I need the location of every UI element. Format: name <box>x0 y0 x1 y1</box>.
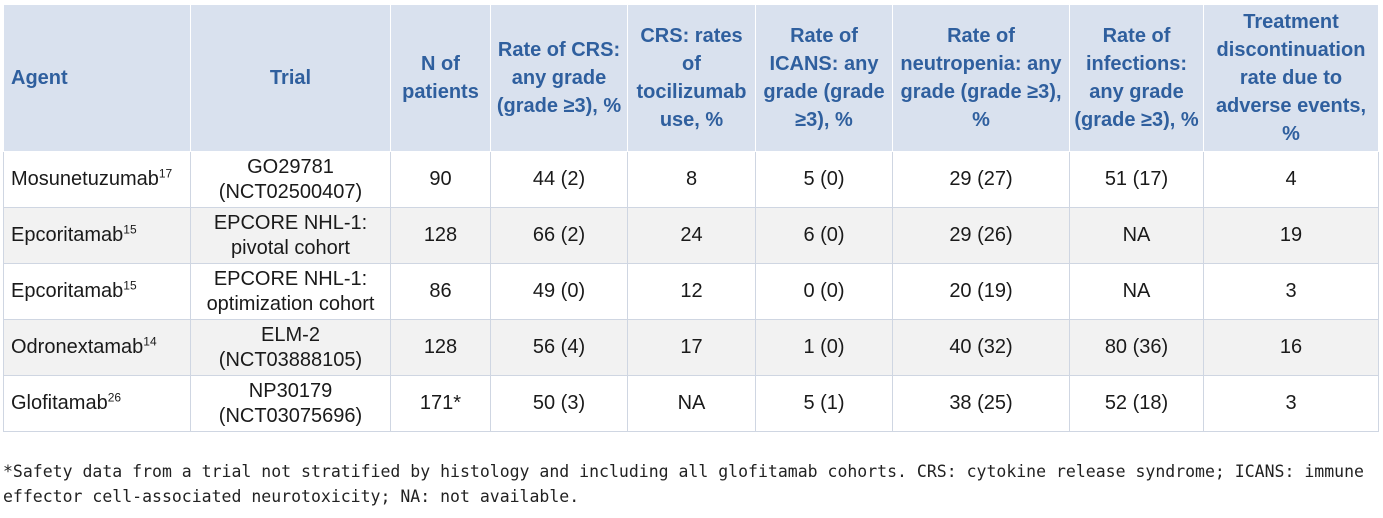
table-row: Odronextamab14 ELM-2 (NCT03888105) 128 56… <box>3 319 1379 376</box>
neutropenia-cell: 29 (26) <box>892 207 1070 264</box>
table-row: Mosunetuzumab17 GO29781 (NCT02500407) 90 … <box>3 151 1379 208</box>
trial-cell: EPCORE NHL-1: pivotal cohort <box>190 207 391 264</box>
trial-cell: ELM-2 (NCT03888105) <box>190 319 391 376</box>
reference-number: 26 <box>107 390 122 405</box>
agent-name: Epcoritamab <box>11 224 124 246</box>
infections-cell: 52 (18) <box>1069 375 1204 432</box>
tocilizumab-cell: 8 <box>627 151 756 208</box>
agent-cell: Odronextamab14 <box>3 319 191 376</box>
header-crs-rate: Rate of CRS: any grade (grade ≥3), % <box>490 4 628 152</box>
infections-cell: NA <box>1069 263 1204 320</box>
header-discontinuation-rate: Treatment discontinuation rate due to ad… <box>1203 4 1379 152</box>
safety-table: Agent Trial N of patients Rate of CRS: a… <box>3 4 1379 432</box>
trial-line-1: GO29781 <box>247 155 334 178</box>
infections-cell: NA <box>1069 207 1204 264</box>
trial-line-1: EPCORE NHL-1: <box>213 211 368 234</box>
n-patients-cell: 90 <box>390 151 491 208</box>
n-patients-cell: 86 <box>390 263 491 320</box>
table-row: Epcoritamab15 EPCORE NHL-1: pivotal cohor… <box>3 207 1379 264</box>
trial-line-1: NP30179 <box>248 379 333 402</box>
table-row: Glofitamab26 NP30179 (NCT03075696) 171* 5… <box>3 375 1379 432</box>
table-row: Epcoritamab15 EPCORE NHL-1: optimization … <box>3 263 1379 320</box>
trial-line-1: ELM-2 <box>261 323 320 346</box>
infections-cell: 51 (17) <box>1069 151 1204 208</box>
trial-cell: NP30179 (NCT03075696) <box>190 375 391 432</box>
icans-cell: 6 (0) <box>755 207 893 264</box>
tocilizumab-cell: NA <box>627 375 756 432</box>
agent-cell: Glofitamab26 <box>3 375 191 432</box>
trial-line-2: (NCT03075696) <box>218 404 363 427</box>
tocilizumab-cell: 24 <box>627 207 756 264</box>
neutropenia-cell: 20 (19) <box>892 263 1070 320</box>
crs-cell: 49 (0) <box>490 263 628 320</box>
reference-number: 15 <box>123 222 137 237</box>
icans-cell: 5 (1) <box>755 375 893 432</box>
header-n-patients: N of patients <box>390 4 491 152</box>
icans-cell: 1 (0) <box>755 319 893 376</box>
neutropenia-cell: 38 (25) <box>892 375 1070 432</box>
header-neutropenia-rate: Rate of neutropenia: any grade (grade ≥3… <box>892 4 1070 152</box>
safety-table-container: Agent Trial N of patients Rate of CRS: a… <box>3 4 1379 432</box>
agent-name: Mosunetuzumab <box>11 168 159 190</box>
header-trial: Trial <box>190 4 391 152</box>
trial-line-2: (NCT02500407) <box>218 180 363 203</box>
discontinuation-cell: 3 <box>1203 375 1379 432</box>
header-row: Agent Trial N of patients Rate of CRS: a… <box>3 4 1379 152</box>
agent-name: Odronextamab <box>11 336 144 358</box>
trial-line-1: EPCORE NHL-1: <box>213 267 368 290</box>
infections-cell: 80 (36) <box>1069 319 1204 376</box>
header-tocilizumab: CRS: rates of tocilizumab use, % <box>627 4 756 152</box>
n-patients-cell: 128 <box>390 319 491 376</box>
agent-name: Glofitamab <box>11 392 108 414</box>
trial-cell: EPCORE NHL-1: optimization cohort <box>190 263 391 320</box>
crs-cell: 66 (2) <box>490 207 628 264</box>
agent-name: Epcoritamab <box>11 280 124 302</box>
header-icans-rate: Rate of ICANS: any grade (grade ≥3), % <box>755 4 893 152</box>
trial-line-2: (NCT03888105) <box>218 348 363 371</box>
neutropenia-cell: 29 (27) <box>892 151 1070 208</box>
crs-cell: 50 (3) <box>490 375 628 432</box>
trial-line-2: optimization cohort <box>206 292 375 315</box>
reference-number: 15 <box>123 278 137 293</box>
icans-cell: 0 (0) <box>755 263 893 320</box>
header-infections-rate: Rate of infections: any grade (grade ≥3)… <box>1069 4 1204 152</box>
reference-number: 17 <box>158 166 173 181</box>
table-footnote: *Safety data from a trial not stratified… <box>3 462 1364 506</box>
n-patients-cell: 128 <box>390 207 491 264</box>
reference-number: 14 <box>143 334 157 349</box>
discontinuation-cell: 4 <box>1203 151 1379 208</box>
trial-cell: GO29781 (NCT02500407) <box>190 151 391 208</box>
agent-cell: Epcoritamab15 <box>3 263 191 320</box>
n-patients-cell: 171* <box>390 375 491 432</box>
agent-cell: Epcoritamab15 <box>3 207 191 264</box>
crs-cell: 44 (2) <box>490 151 628 208</box>
crs-cell: 56 (4) <box>490 319 628 376</box>
icans-cell: 5 (0) <box>755 151 893 208</box>
tocilizumab-cell: 12 <box>627 263 756 320</box>
agent-cell: Mosunetuzumab17 <box>3 151 191 208</box>
neutropenia-cell: 40 (32) <box>892 319 1070 376</box>
header-agent: Agent <box>3 4 191 152</box>
discontinuation-cell: 16 <box>1203 319 1379 376</box>
discontinuation-cell: 19 <box>1203 207 1379 264</box>
tocilizumab-cell: 17 <box>627 319 756 376</box>
trial-line-2: pivotal cohort <box>231 236 350 259</box>
discontinuation-cell: 3 <box>1203 263 1379 320</box>
